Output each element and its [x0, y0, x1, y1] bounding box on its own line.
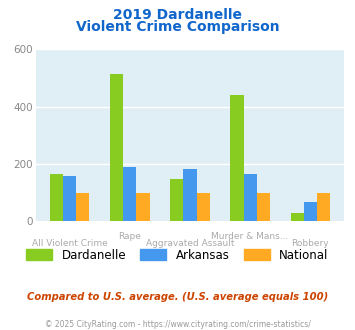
Bar	[76, 192, 89, 221]
Text: All Violent Crime: All Violent Crime	[32, 239, 107, 248]
Bar	[63, 176, 76, 221]
Bar	[244, 174, 257, 221]
Bar	[50, 174, 63, 221]
Text: Aggravated Assault: Aggravated Assault	[146, 239, 234, 248]
Text: Robbery: Robbery	[291, 239, 329, 248]
Legend: Dardanelle, Arkansas, National: Dardanelle, Arkansas, National	[22, 244, 333, 266]
Bar	[197, 192, 210, 221]
Bar	[304, 202, 317, 221]
Text: Violent Crime Comparison: Violent Crime Comparison	[76, 20, 279, 34]
Text: 2019 Dardanelle: 2019 Dardanelle	[113, 8, 242, 22]
Text: © 2025 CityRating.com - https://www.cityrating.com/crime-statistics/: © 2025 CityRating.com - https://www.city…	[45, 320, 310, 329]
Text: Rape: Rape	[118, 232, 141, 241]
Bar	[290, 213, 304, 221]
Bar	[110, 74, 123, 221]
Bar	[230, 95, 244, 221]
Text: Compared to U.S. average. (U.S. average equals 100): Compared to U.S. average. (U.S. average …	[27, 292, 328, 302]
Bar	[123, 167, 136, 221]
Bar	[136, 192, 149, 221]
Bar	[170, 179, 183, 221]
Bar	[183, 169, 197, 221]
Text: Murder & Mans...: Murder & Mans...	[212, 232, 289, 241]
Bar	[257, 192, 270, 221]
Bar	[317, 192, 330, 221]
